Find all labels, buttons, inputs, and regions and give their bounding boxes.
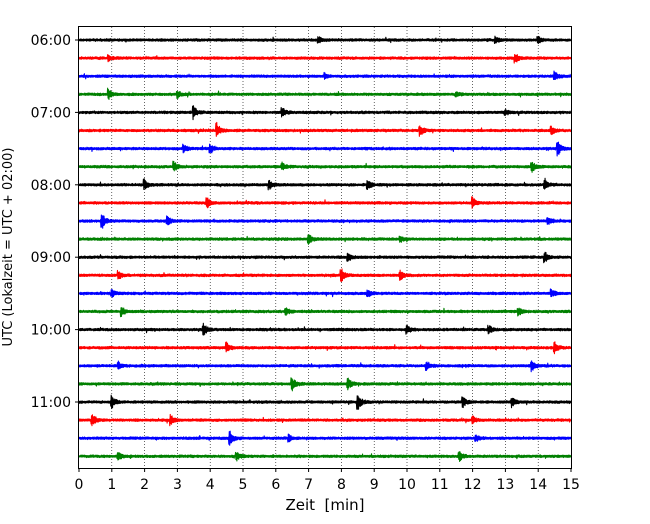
x-tick-label: 12 [464, 477, 482, 493]
trace-line [78, 360, 572, 373]
trace-line [78, 70, 572, 81]
x-tick-label: 6 [271, 477, 280, 493]
trace-line [78, 307, 572, 318]
x-tick-label: 3 [173, 477, 182, 493]
x-axis-ticks: 0 1 2 3 4 5 6 7 8 9 10 11 12 13 14 15 [75, 468, 580, 493]
y-tick-label: 08:00 [31, 178, 71, 194]
trace-line [78, 121, 572, 137]
trace-line [78, 177, 572, 191]
plot-frame [78, 26, 572, 469]
y-tick-label: 11:00 [31, 395, 71, 411]
x-tick-label: 4 [206, 477, 215, 493]
x-tick-label: 5 [239, 477, 248, 493]
trace-line [78, 53, 572, 64]
trace-line [78, 87, 572, 100]
x-tick-label: 7 [304, 477, 313, 493]
trace-line [78, 288, 572, 298]
x-tick-label: 0 [75, 477, 84, 493]
trace-line [78, 234, 572, 245]
x-tick-label: 15 [562, 477, 580, 493]
x-tick-label: 14 [529, 477, 547, 493]
seismic-traces [78, 35, 572, 463]
x-tick-label: 10 [398, 477, 416, 493]
y-tick-label: 10:00 [31, 323, 71, 339]
trace-line [78, 394, 572, 410]
y-tick-label: 06:00 [31, 33, 71, 49]
trace-line [78, 451, 572, 463]
trace-line [78, 196, 572, 209]
x-tick-label: 8 [337, 477, 346, 493]
x-tick-label: 13 [496, 477, 514, 493]
y-tick-label: 07:00 [31, 105, 71, 121]
trace-line [78, 251, 572, 264]
x-tick-label: 2 [140, 477, 149, 493]
x-axis-label: Zeit [min] [285, 496, 364, 514]
trace-line [78, 214, 572, 229]
trace-line [78, 322, 572, 336]
trace-line [78, 141, 572, 157]
trace-line [78, 105, 572, 121]
trace-line [78, 413, 572, 427]
y-axis-label: UTC (Lokalzeit = UTC + 02:00) [1, 148, 16, 347]
trace-line [78, 35, 572, 45]
trace-line [78, 160, 572, 173]
trace-line [78, 268, 572, 283]
x-tick-label: 11 [431, 477, 449, 493]
x-tick-label: 1 [107, 477, 116, 493]
trace-line [78, 377, 572, 392]
x-tick-label: 9 [370, 477, 379, 493]
y-tick-label: 09:00 [31, 250, 71, 266]
trace-line [78, 430, 572, 446]
trace-line [78, 341, 572, 355]
y-axis-ticks: 06:00 07:00 08:00 09:00 10:00 11:00 [31, 33, 79, 411]
